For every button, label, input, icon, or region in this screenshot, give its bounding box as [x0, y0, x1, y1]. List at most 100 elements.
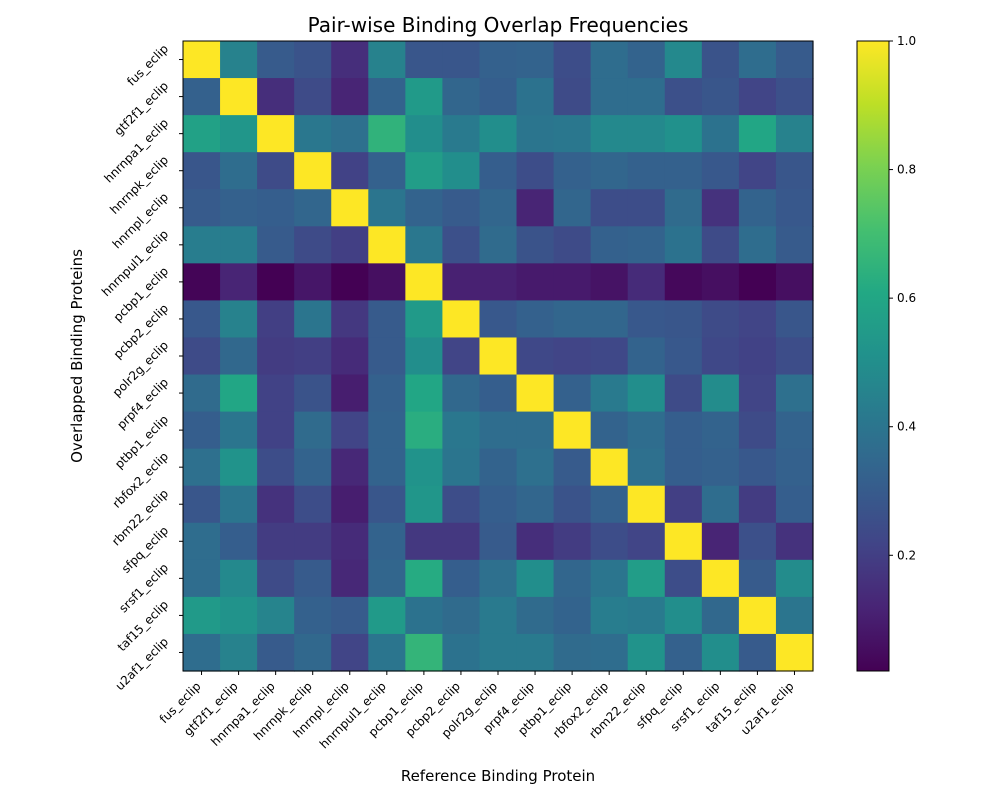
heatmap-cell — [220, 485, 258, 524]
heatmap-cell — [294, 633, 332, 672]
heatmap-cell — [627, 411, 666, 450]
heatmap-cell — [516, 485, 555, 524]
heatmap-cell — [590, 633, 629, 672]
heatmap-cell — [479, 485, 518, 524]
heatmap-cell — [220, 337, 258, 376]
heatmap-cell — [294, 411, 332, 450]
heatmap-cell — [368, 559, 406, 598]
heatmap-cell — [331, 596, 369, 635]
heatmap-cell — [553, 411, 592, 450]
heatmap-cell — [553, 374, 592, 413]
heatmap-cell — [479, 78, 518, 116]
heatmap-cell — [553, 300, 592, 339]
heatmap-cell — [294, 78, 332, 116]
heatmap-cell — [775, 596, 814, 635]
heatmap-cell — [479, 522, 518, 561]
heatmap-cell — [775, 41, 814, 79]
heatmap-cell — [516, 78, 555, 116]
heatmap-cell — [738, 152, 777, 190]
heatmap-cell — [590, 596, 629, 635]
heatmap-cell — [627, 263, 666, 302]
heatmap-cell — [405, 374, 444, 413]
heatmap-cell — [590, 41, 629, 79]
y-tick-label: hnrnpa1_eclip — [102, 116, 172, 186]
heatmap-cell — [553, 337, 592, 376]
x-tick-label: hnrnpa1_eclip — [208, 679, 278, 749]
heatmap-cell — [479, 633, 518, 672]
heatmap-cell — [368, 300, 406, 339]
heatmap-cell — [664, 411, 703, 450]
heatmap-cell — [183, 152, 221, 190]
heatmap-cell — [257, 633, 295, 672]
heatmap-cell — [442, 263, 481, 302]
heatmap-cell — [368, 78, 406, 116]
heatmap-cell — [775, 152, 814, 190]
heatmap-cell — [738, 596, 777, 635]
heatmap-cell — [775, 189, 814, 227]
heatmap-cell — [590, 374, 629, 413]
heatmap-cell — [183, 485, 221, 524]
colorbar-tick-label: 0.6 — [897, 291, 916, 305]
heatmap-cell — [664, 559, 703, 598]
heatmap-cell — [479, 263, 518, 302]
heatmap-cell — [220, 115, 258, 153]
heatmap-cell — [479, 189, 518, 227]
x-axis-ticks: fus_eclipgtf2f1_ecliphnrnpa1_ecliphnrnpk… — [157, 671, 797, 751]
heatmap-cell — [553, 596, 592, 635]
heatmap-cell — [590, 263, 629, 302]
heatmap-cell — [368, 337, 406, 376]
heatmap-cell — [183, 115, 221, 153]
heatmap-cell — [738, 78, 777, 116]
heatmap-cell — [442, 522, 481, 561]
colorbar-ticks: 0.2 0.4 0.6 0.8 1.0 — [889, 34, 916, 562]
heatmap-cell — [738, 448, 777, 487]
heatmap-cell — [257, 559, 295, 598]
heatmap-cell — [405, 78, 444, 116]
heatmap-cell — [479, 226, 518, 264]
heatmap-cell — [442, 448, 481, 487]
heatmap-cell — [368, 374, 406, 413]
heatmap-cell — [294, 41, 332, 79]
heatmap-cell — [257, 411, 295, 450]
heatmap-cell — [664, 374, 703, 413]
heatmap-cell — [738, 189, 777, 227]
heatmap-cell — [627, 485, 666, 524]
heatmap-cell — [664, 226, 703, 264]
heatmap-cell — [664, 78, 703, 116]
heatmap-cell — [405, 300, 444, 339]
heatmap-cell — [738, 41, 777, 79]
heatmap-cell — [516, 263, 555, 302]
heatmap-cell — [442, 41, 481, 79]
heatmap-cell — [775, 300, 814, 339]
heatmap-cell — [368, 596, 406, 635]
heatmap-cell — [738, 226, 777, 264]
heatmap-cell — [183, 226, 221, 264]
heatmap-cell — [553, 78, 592, 116]
heatmap-cell — [516, 374, 555, 413]
heatmap-cell — [590, 411, 629, 450]
heatmap-cell — [664, 633, 703, 672]
y-axis-label: Overlapped Binding Proteins — [68, 249, 86, 463]
heatmap-cell — [331, 337, 369, 376]
heatmap-cell — [257, 522, 295, 561]
heatmap-cell — [590, 115, 629, 153]
heatmap-cell — [738, 337, 777, 376]
heatmap-cell — [220, 596, 258, 635]
heatmap-cell — [368, 189, 406, 227]
heatmap-cell — [775, 115, 814, 153]
heatmap-cell — [627, 522, 666, 561]
heatmap-cell — [331, 559, 369, 598]
heatmap-cell — [183, 411, 221, 450]
heatmap-cell — [590, 448, 629, 487]
heatmap-cell — [775, 374, 814, 413]
heatmap-cell — [368, 152, 406, 190]
heatmap-cell — [368, 633, 406, 672]
heatmap-cell — [220, 374, 258, 413]
heatmap-cell — [738, 374, 777, 413]
heatmap-cell — [627, 596, 666, 635]
heatmap-cells — [183, 41, 814, 672]
heatmap-cell — [516, 152, 555, 190]
heatmap-cell — [183, 300, 221, 339]
heatmap-cell — [442, 374, 481, 413]
heatmap-cell — [220, 411, 258, 450]
